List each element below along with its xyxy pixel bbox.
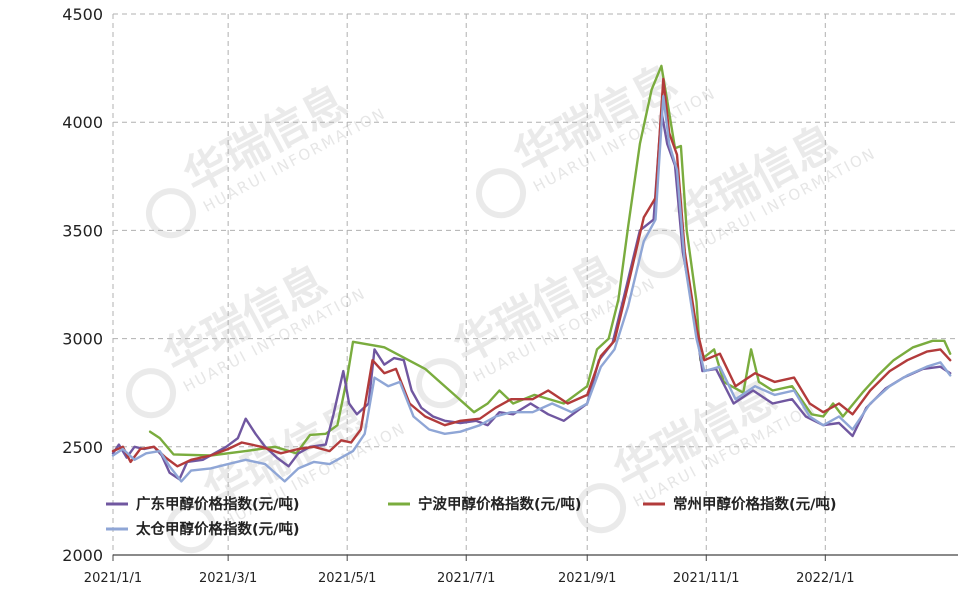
series-layer <box>111 64 952 483</box>
series-line-2 <box>111 77 952 468</box>
y-tick-label: 3000 <box>62 330 103 349</box>
y-tick-label: 4500 <box>62 5 103 24</box>
series-line-0 <box>148 64 952 457</box>
y-tick-label: 3500 <box>62 221 103 240</box>
watermark-logo <box>576 483 627 534</box>
legend-label: 宁波甲醇价格指数(元/吨) <box>418 495 582 513</box>
y-tick-label: 2000 <box>62 546 103 565</box>
x-tick-label: 2021/7/1 <box>437 571 495 586</box>
x-tick-label: 2022/1/1 <box>796 571 854 586</box>
y-tick-label: 2500 <box>62 438 103 457</box>
axis-layer: 2000 2500 3000 3500 4000 4500 2021/1/1 2021/3/1… <box>62 5 958 586</box>
watermark-logo <box>416 358 467 409</box>
x-tick-label: 2021/9/1 <box>558 571 616 586</box>
x-tick-label: 2021/5/1 <box>318 571 376 586</box>
legend-label: 常州甲醇价格指数(元/吨) <box>673 495 837 513</box>
series-line-3 <box>111 95 952 483</box>
y-tick-label: 4000 <box>62 113 103 132</box>
x-tick-label: 2021/3/1 <box>199 571 257 586</box>
legend-label: 太仓甲醇价格指数(元/吨) <box>136 520 300 538</box>
x-tick-label: 2021/11/1 <box>673 571 740 586</box>
legend: 广东甲醇价格指数(元/吨) 宁波甲醇价格指数(元/吨) 常州甲醇价格指数(元/吨) 太… <box>106 495 837 538</box>
watermark-logo <box>166 503 217 554</box>
x-tick-label: 2021/1/1 <box>84 571 142 586</box>
watermark-logo <box>636 228 687 279</box>
watermark-logo <box>126 368 177 419</box>
watermark-logo <box>476 168 527 219</box>
legend-label: 广东甲醇价格指数(元/吨) <box>136 495 300 513</box>
watermark-logo <box>146 188 197 239</box>
